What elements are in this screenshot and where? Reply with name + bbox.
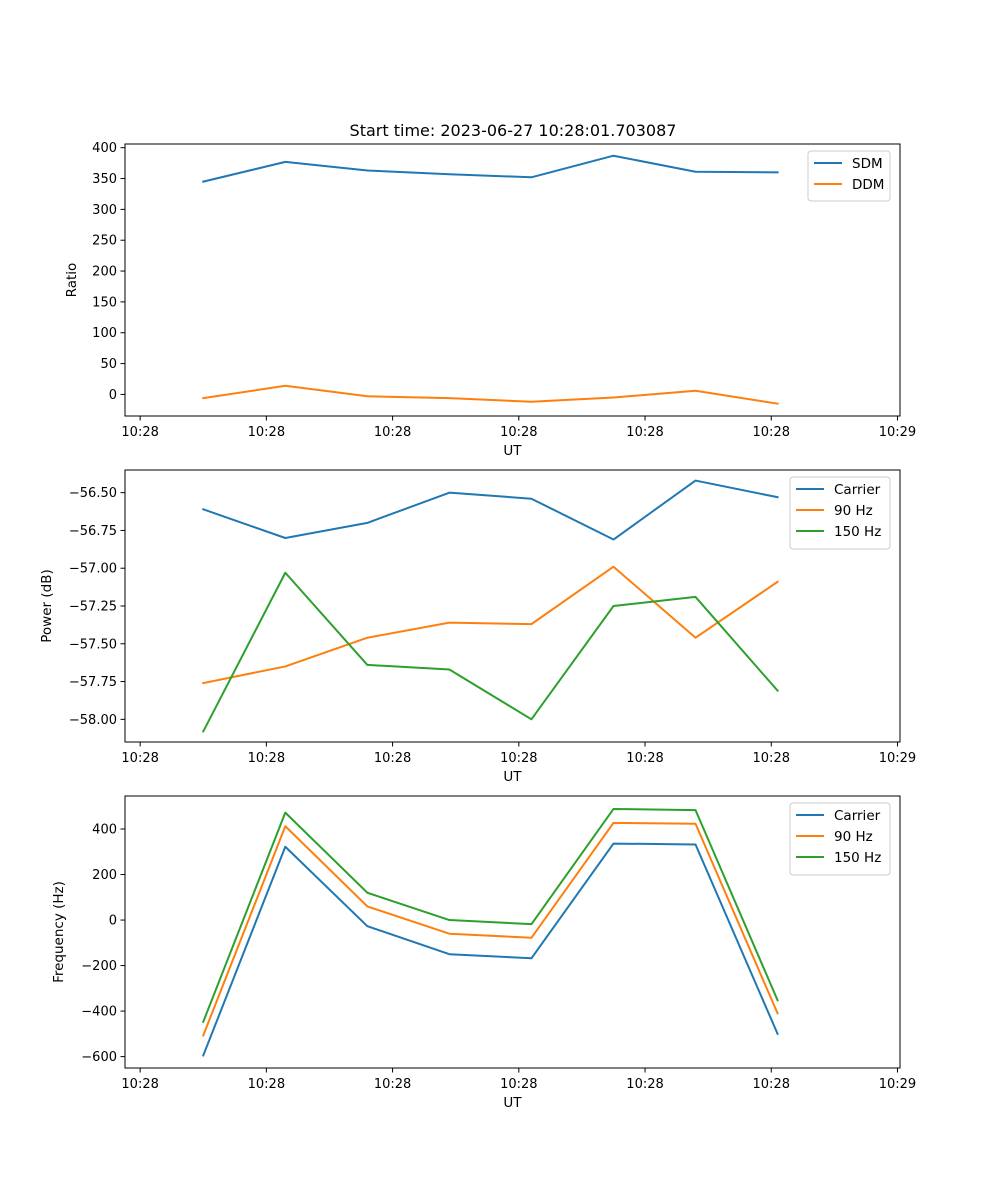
series-line-carrier <box>201 479 779 541</box>
y-tick-label: 0 <box>109 914 117 929</box>
y-tick-label: −200 <box>81 959 117 974</box>
x-tick-label: 10:28 <box>248 751 285 766</box>
y-axis-label: Frequency (Hz) <box>51 881 67 983</box>
legend-label: 150 Hz <box>834 524 881 540</box>
legend-label: 90 Hz <box>834 503 873 519</box>
series-line-carrier <box>201 842 779 1057</box>
y-tick-label: 400 <box>92 823 117 838</box>
series-line-ddm <box>202 384 779 405</box>
x-tick-label: 10:28 <box>121 1077 158 1092</box>
y-tick-label: 150 <box>92 295 117 310</box>
y-tick-label: 50 <box>100 357 117 372</box>
y-tick-label: −56.75 <box>69 524 117 539</box>
x-tick-label: 10:28 <box>248 1077 285 1092</box>
subplot-1: 10:28 10:28 10:28 10:28 10:28 10:28 10:29 0 50 10… <box>64 141 916 459</box>
x-tick-label: 10:28 <box>753 425 790 440</box>
legend-label: 150 Hz <box>834 850 881 866</box>
y-tick-label: −600 <box>81 1050 117 1065</box>
x-tick-label: 10:28 <box>626 1077 663 1092</box>
legend-label: Carrier <box>834 482 881 498</box>
y-tick-label: −56.50 <box>69 486 117 501</box>
y-tick-label: −400 <box>81 1005 117 1020</box>
y-axis-label: Power (dB) <box>39 569 55 642</box>
legend-label: DDM <box>852 177 884 193</box>
subplot-2: 10:28 10:28 10:28 10:28 10:28 10:28 10:29 −58.0… <box>39 469 916 785</box>
x-tick-label: 10:29 <box>879 1077 916 1092</box>
y-tick-label: 400 <box>92 141 117 156</box>
y-tick-label: 200 <box>92 265 117 280</box>
series-line-150-hz <box>201 571 779 733</box>
x-tick-label: 10:28 <box>626 425 663 440</box>
y-tick-label: −57.50 <box>69 637 117 652</box>
series-line-90-hz <box>202 565 779 685</box>
legend-label: 90 Hz <box>834 829 873 845</box>
x-tick-label: 10:28 <box>500 751 537 766</box>
legend: Carrier 90 Hz 150 Hz <box>789 802 891 876</box>
x-tick-label: 10:28 <box>374 1077 411 1092</box>
subplot-3: 10:28 10:28 10:28 10:28 10:28 10:28 10:29 −600 −… <box>51 795 916 1111</box>
y-tick-label: −57.00 <box>69 562 117 577</box>
x-tick-label: 10:28 <box>753 1077 790 1092</box>
x-tick-label: 10:28 <box>626 751 663 766</box>
y-tick-label: 200 <box>92 868 117 883</box>
y-tick-label: −58.00 <box>69 713 117 728</box>
legend-label: Carrier <box>834 808 881 824</box>
legend-label: SDM <box>852 156 883 172</box>
x-axis-label: UT <box>503 443 522 459</box>
series-line-150-hz <box>201 807 779 1024</box>
legend: Carrier 90 Hz 150 Hz <box>789 476 891 550</box>
y-tick-label: −57.75 <box>69 675 117 690</box>
x-tick-label: 10:28 <box>753 751 790 766</box>
plot-frame <box>124 469 901 743</box>
plot-frame <box>124 143 901 417</box>
x-tick-label: 10:28 <box>374 751 411 766</box>
chart-title: Start time: 2023-06-27 10:28:01.703087 <box>350 121 677 140</box>
x-tick-label: 10:28 <box>121 425 158 440</box>
legend: SDM DDM <box>807 150 891 202</box>
x-axis-label: UT <box>503 1095 522 1111</box>
series-line-sdm <box>202 154 779 183</box>
y-tick-label: 250 <box>92 234 117 249</box>
y-axis-label: Ratio <box>64 263 80 298</box>
plot-frame <box>124 795 901 1069</box>
x-tick-label: 10:28 <box>248 425 285 440</box>
x-axis-label: UT <box>503 769 522 785</box>
x-tick-label: 10:28 <box>500 425 537 440</box>
x-tick-label: 10:29 <box>879 425 916 440</box>
x-tick-label: 10:28 <box>500 1077 537 1092</box>
x-tick-label: 10:29 <box>879 751 916 766</box>
y-tick-label: 350 <box>92 172 117 187</box>
x-tick-label: 10:28 <box>374 425 411 440</box>
y-tick-label: 0 <box>109 388 117 403</box>
y-tick-label: 300 <box>92 203 117 218</box>
x-tick-label: 10:28 <box>121 751 158 766</box>
y-tick-label: 100 <box>92 326 117 341</box>
y-tick-label: −57.25 <box>69 600 117 615</box>
series-line-90-hz <box>201 821 779 1037</box>
